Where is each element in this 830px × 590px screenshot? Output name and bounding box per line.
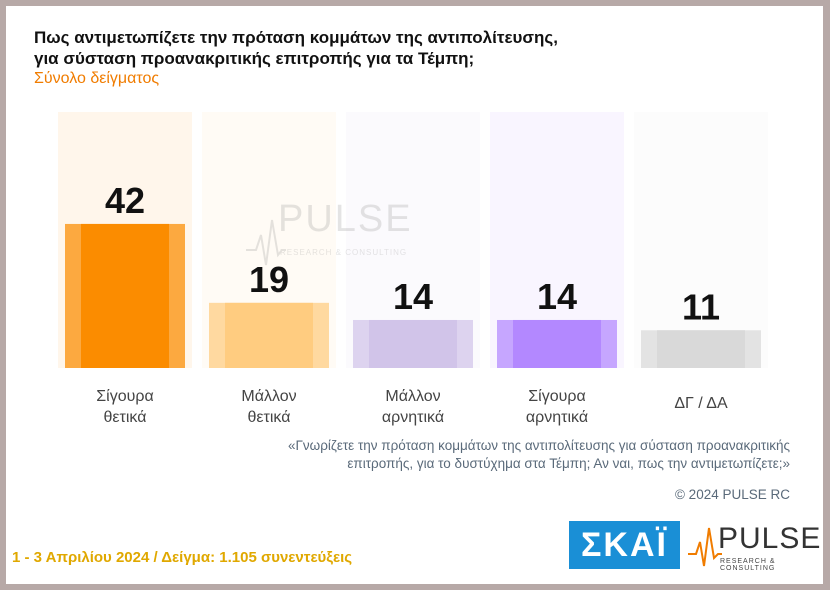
bar-core-3 [513,319,601,368]
category-label-3-0: Σίγουρα [528,388,585,405]
chart-subtitle: Σύνολο δείγματος [34,70,160,87]
pulse-logo: PULSE RESEARCH & CONSULTING [688,520,820,574]
chart-title-line-2: για σύσταση προανακριτικής επιτροπής για… [34,49,475,68]
copyright-text: © 2024 PULSE RC [674,487,790,502]
bar-value-label-0: 42 [105,180,145,221]
category-label-1-1: θετικά [248,409,291,426]
bar-value-label-2: 14 [393,276,433,317]
question-note: «Γνωρίζετε την πρόταση κομμάτων της αντι… [230,437,790,473]
question-note-line-2: επιτροπής, για το δυστύχημα στα Τέμπη; Α… [347,456,790,471]
bar-value-label-4: 11 [682,286,720,327]
category-label-4-0: ΔΓ / ΔΑ [674,395,728,412]
chart-title: Πως αντιμετωπίζετε την πρόταση κομμάτων … [34,27,594,69]
pulse-logo-word: PULSE [718,522,822,555]
bar-value-label-3: 14 [537,276,577,317]
category-label-0-1: θετικά [104,409,147,426]
category-label-2-0: Μάλλον [385,388,440,405]
category-label-0-0: Σίγουρα [96,388,153,405]
bar-background-4 [634,112,768,368]
pulse-logo-wave-icon [688,527,722,567]
bar-value-label-1: 19 [249,259,289,300]
chart-title-line-1: Πως αντιμετωπίζετε την πρόταση κομμάτων … [34,28,558,47]
bar-core-4 [657,330,745,368]
bar-core-1 [225,302,313,368]
survey-footer: 1 - 3 Απριλίου 2024 / Δείγμα: 1.105 συνε… [12,549,353,566]
skai-logo: ΣΚΑΪ [569,521,680,569]
pulse-logo-subtext: RESEARCH & CONSULTING [720,558,776,572]
bar-core-2 [369,319,457,368]
question-note-line-1: «Γνωρίζετε την πρόταση κομμάτων της αντι… [287,438,790,453]
category-label-3-1: αρνητικά [526,409,588,426]
category-label-1-0: Μάλλον [241,388,296,405]
bar-core-0 [81,223,169,368]
category-label-2-1: αρνητικά [382,409,444,426]
